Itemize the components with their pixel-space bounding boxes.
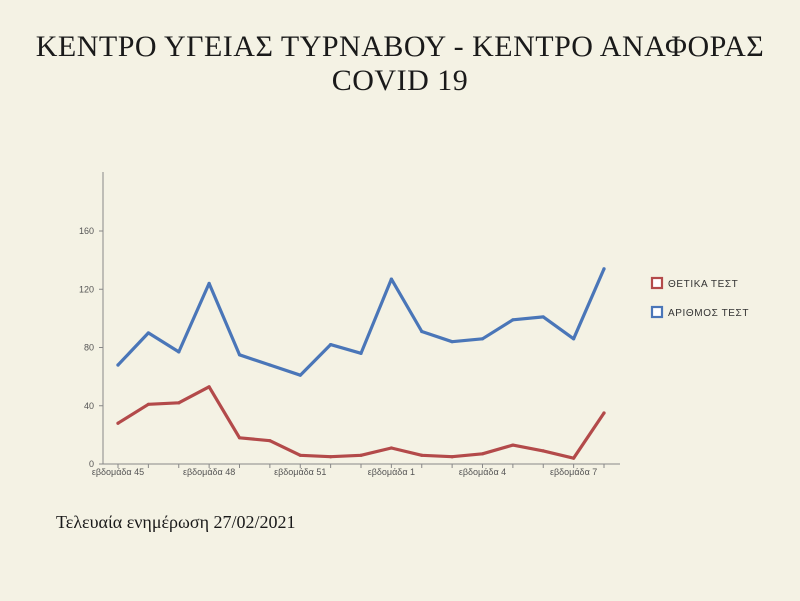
data-point bbox=[298, 373, 302, 377]
title-line-1: ΚΕΝΤΡΟ ΥΓΕΙΑΣ ΤΥΡΝΑΒΟΥ - ΚΕΝΤΡΟ ΑΝΑΦΟΡΑΣ bbox=[35, 30, 765, 63]
data-point bbox=[146, 402, 150, 406]
legend-swatch bbox=[650, 276, 664, 290]
data-point bbox=[207, 385, 211, 389]
x-tick-label: εβδομάδα 1 bbox=[368, 467, 415, 477]
y-tick-label: 40 bbox=[84, 401, 94, 411]
data-point bbox=[146, 331, 150, 335]
data-point bbox=[177, 401, 181, 405]
y-tick-label: 160 bbox=[79, 226, 94, 236]
data-point bbox=[359, 351, 363, 355]
series-line-positive-tests bbox=[116, 385, 606, 460]
last-update-text: Τελευαία ενημέρωση 27/02/2021 bbox=[56, 512, 296, 532]
data-point bbox=[177, 350, 181, 354]
data-point bbox=[329, 342, 333, 347]
data-point bbox=[116, 363, 120, 367]
data-point bbox=[602, 411, 606, 415]
y-tick-label: 0 bbox=[89, 459, 94, 469]
data-point bbox=[511, 443, 515, 447]
y-tick-label: 80 bbox=[84, 343, 94, 353]
data-point bbox=[541, 449, 545, 453]
y-tick-label: 120 bbox=[79, 284, 94, 294]
data-point bbox=[420, 329, 424, 334]
data-point bbox=[450, 340, 454, 344]
data-point bbox=[268, 363, 272, 367]
data-point bbox=[572, 337, 576, 341]
x-tick-label: εβδομάδα 7 bbox=[550, 467, 597, 477]
data-point bbox=[329, 455, 333, 459]
data-point bbox=[207, 281, 211, 286]
data-point bbox=[359, 453, 363, 457]
data-point bbox=[268, 439, 272, 443]
x-tick-label: εβδομάδα 4 bbox=[459, 467, 506, 477]
data-point bbox=[420, 453, 424, 457]
x-tick-label: εβδομάδα 48 bbox=[183, 467, 235, 477]
data-point bbox=[511, 318, 515, 322]
data-point bbox=[389, 277, 393, 281]
x-tick-label: εβδομάδα 45 bbox=[92, 467, 144, 477]
series-line-total-tests bbox=[116, 267, 606, 377]
data-point bbox=[572, 456, 576, 460]
data-point bbox=[450, 455, 454, 459]
data-point bbox=[237, 436, 242, 440]
data-point bbox=[602, 267, 606, 271]
data-point bbox=[480, 452, 485, 456]
legend-label: ΑΡΙΘΜΟΣ ΤΕΣΤ bbox=[668, 308, 749, 319]
data-point bbox=[116, 421, 120, 425]
data-point bbox=[541, 315, 545, 319]
legend-swatch bbox=[650, 305, 664, 319]
data-point bbox=[298, 453, 302, 457]
title-line-2: COVID 19 bbox=[331, 64, 469, 97]
data-point bbox=[237, 353, 242, 357]
page-title: ΚΕΝΤΡΟ ΥΓΕΙΑΣ ΤΥΡΝΑΒΟΥ - ΚΕΝΤΡΟ ΑΝΑΦΟΡΑΣ… bbox=[0, 30, 800, 98]
data-point bbox=[480, 337, 485, 341]
x-tick-label: εβδομάδα 51 bbox=[274, 467, 326, 477]
data-point bbox=[389, 446, 393, 450]
legend-label: ΘΕΤΙΚΑ ΤΕΣΤ bbox=[668, 279, 738, 290]
